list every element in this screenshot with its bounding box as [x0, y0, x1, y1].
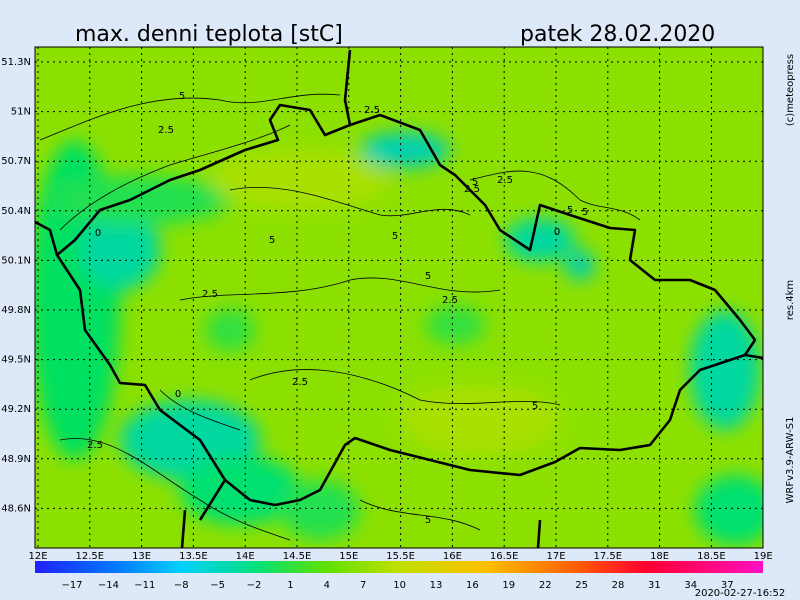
contour-label: 0: [175, 389, 181, 400]
lon-label: 18E: [650, 551, 669, 562]
colorbar-label: 10: [393, 580, 406, 591]
timestamp: 2020-02-27-16:52: [695, 588, 786, 599]
colorbar-label: 7: [360, 580, 366, 591]
lon-label: 13.5E: [179, 551, 208, 562]
contour-label: 2.5: [464, 184, 480, 195]
lat-label: 51N: [11, 107, 31, 118]
map-title: max. denni teplota [stC]: [75, 22, 343, 47]
contour-label: 5: [582, 207, 588, 218]
contour-label: 5: [269, 235, 275, 246]
colorbar-label: 25: [575, 580, 588, 591]
colorbar-label: 4: [324, 580, 330, 591]
colorbar: [35, 561, 763, 573]
colorbar-label: −14: [98, 580, 119, 591]
copyright: (c)meteopress: [785, 54, 796, 126]
contour-label: 2.5: [292, 377, 308, 388]
lon-label: 12E: [28, 551, 47, 562]
colorbar-label: 37: [721, 580, 734, 591]
lon-label: 14.5E: [283, 551, 312, 562]
colorbar-label: −11: [134, 580, 155, 591]
contour-label: 5: [392, 231, 398, 242]
colorbar-label: 22: [539, 580, 552, 591]
lat-label: 48.6N: [1, 503, 31, 514]
graticule: [35, 47, 763, 548]
axis-labels: 51.3N 51N 50.7N 50.4N 50.1N 49.8N 49.5N 49.2N 48…: [1, 57, 772, 591]
contour-label: 5: [532, 401, 538, 412]
colorbar-label: 1: [287, 580, 293, 591]
contour-label: 2.5: [497, 175, 513, 186]
contour-label: 0: [95, 228, 101, 239]
contour-label: 2.5: [442, 295, 458, 306]
lat-label: 49.5N: [1, 355, 31, 366]
colorbar-label: 19: [502, 580, 515, 591]
colorbar-label: −2: [247, 580, 262, 591]
contour-label: 2.5: [87, 440, 103, 451]
colorbar-label: 16: [466, 580, 479, 591]
lon-label: 17E: [546, 551, 565, 562]
map-date: patek 28.02.2020: [520, 22, 715, 47]
lat-label: 48.9N: [1, 454, 31, 465]
lat-label: 49.8N: [1, 305, 31, 316]
contour-label: 5: [472, 177, 478, 188]
lon-label: 13E: [132, 551, 151, 562]
contour-label: 0: [554, 227, 560, 238]
lat-label: 50.1N: [1, 255, 31, 266]
field-blobs: [35, 132, 763, 545]
contour-label: 5: [567, 205, 573, 216]
lon-label: 12.5E: [76, 551, 105, 562]
contour-label: 2.5: [158, 125, 174, 136]
map-frame: [34, 46, 764, 549]
colorbar-label: 31: [648, 580, 661, 591]
model: WRFv3.9-ARW-S1: [785, 417, 796, 504]
lon-label: 16E: [443, 551, 462, 562]
lon-label: 18.5E: [697, 551, 726, 562]
contour-label: 5: [179, 91, 185, 102]
colorbar-label: −17: [61, 580, 82, 591]
lat-label: 49.2N: [1, 404, 31, 415]
lat-label: 51.3N: [1, 57, 31, 68]
contour-label: 5: [425, 515, 431, 526]
lat-label: 50.7N: [1, 156, 31, 167]
lon-label: 17.5E: [594, 551, 623, 562]
colorbar-label: 28: [612, 580, 625, 591]
lon-label: 15E: [339, 551, 358, 562]
lon-label: 16.5E: [490, 551, 519, 562]
lon-label: 15.5E: [386, 551, 415, 562]
contours: [39, 93, 641, 541]
resolution: res.4km: [785, 280, 796, 320]
colorbar-label: 13: [430, 580, 443, 591]
contour-label: 2.5: [202, 289, 218, 300]
colorbar-label: −8: [174, 580, 189, 591]
borders: [35, 49, 763, 548]
contour-label: 2.5: [364, 105, 380, 116]
contour-label: 5: [425, 271, 431, 282]
lon-label: 14E: [236, 551, 255, 562]
colorbar-label: 34: [684, 580, 697, 591]
lat-label: 50.4N: [1, 206, 31, 217]
lon-label: 19E: [754, 551, 773, 562]
colorbar-label: −5: [210, 580, 225, 591]
